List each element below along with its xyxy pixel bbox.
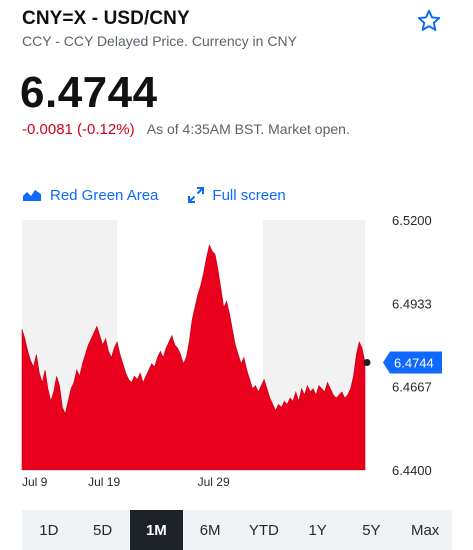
area-chart-icon	[23, 190, 41, 201]
x-tick-label: Jul 9	[22, 475, 48, 489]
price-change-row: -0.0081 (-0.12%) As of 4:35AM BST. Marke…	[22, 121, 350, 138]
range-1m[interactable]: 1M	[129, 510, 184, 550]
star-icon[interactable]	[416, 8, 442, 34]
y-tick-label: 6.4667	[392, 380, 432, 395]
x-tick-label: Jul 19	[88, 475, 120, 489]
time-range-selector: 1D 5D 1M 6M YTD 1Y 5Y Max	[22, 510, 452, 550]
y-tick-label: 6.5200	[392, 213, 432, 228]
current-price-label: 6.4744	[394, 356, 434, 371]
chart-type-button[interactable]: Red Green Area	[22, 187, 158, 204]
quote-subtitle: CCY - CCY Delayed Price. Currency in CNY	[22, 33, 297, 49]
quote-header: CNY=X - USD/CNY CCY - CCY Delayed Price.…	[22, 8, 452, 49]
x-tick-label: Jul 29	[198, 475, 230, 489]
fullscreen-label: Full screen	[212, 186, 286, 204]
range-5y[interactable]: 5Y	[362, 521, 381, 539]
range-1d[interactable]: 1D	[39, 521, 59, 539]
fullscreen-button[interactable]: Full screen	[188, 186, 286, 204]
y-tick-label: 6.4933	[392, 296, 432, 311]
y-tick-label: 6.4400	[392, 463, 432, 478]
price-area-series	[21, 244, 366, 471]
as-of-timestamp: As of 4:35AM BST. Market open.	[146, 121, 350, 137]
current-price: 6.4744	[20, 68, 158, 117]
range-1y[interactable]: 1Y	[308, 521, 327, 539]
current-point-marker	[363, 359, 371, 366]
fullscreen-icon	[188, 187, 205, 203]
price-change: -0.0081 (-0.12%)	[22, 121, 135, 138]
current-price-tag	[383, 351, 442, 374]
page-title: CNY=X - USD/CNY	[22, 8, 190, 29]
range-5d[interactable]: 5D	[93, 521, 113, 539]
chart-type-label: Red Green Area	[50, 186, 159, 204]
range-6m[interactable]: 6M	[199, 521, 221, 539]
chart-toolbar: Red Green Area Full screen	[22, 184, 286, 206]
range-ytd[interactable]: YTD	[248, 521, 279, 539]
range-max[interactable]: Max	[410, 521, 440, 539]
watchlist-star-icon	[417, 9, 441, 31]
